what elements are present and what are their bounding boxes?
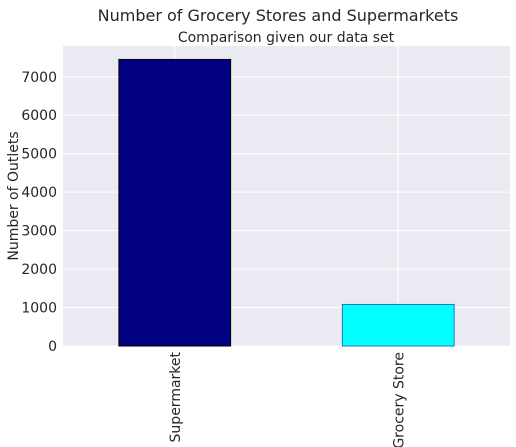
x-tick-label: Supermarket <box>168 351 184 442</box>
y-tick-label: 7000 <box>21 70 57 86</box>
y-axis-tick-labels: 0 1000 2000 3000 4000 5000 6000 7000 <box>21 70 57 355</box>
figure-suptitle: Number of Grocery Stores and Supermarket… <box>98 6 459 25</box>
chart-title: Comparison given our data set <box>178 30 395 46</box>
y-tick-label: 0 <box>48 339 57 355</box>
x-tick-label: Grocery Store <box>391 352 407 447</box>
y-tick-label: 2000 <box>21 262 57 278</box>
y-tick-label: 4000 <box>21 185 57 201</box>
y-tick-label: 1000 <box>21 301 57 317</box>
y-tick-label: 5000 <box>21 147 57 163</box>
y-tick-label: 3000 <box>21 224 57 240</box>
bars-group <box>118 58 455 347</box>
y-tick-label: 6000 <box>21 108 57 124</box>
bar-grocery-store <box>341 303 455 347</box>
y-axis-label: Number of Outlets <box>6 131 22 260</box>
x-axis-tick-labels: Supermarket Grocery Store <box>168 351 408 447</box>
bar-supermarket <box>118 58 232 347</box>
